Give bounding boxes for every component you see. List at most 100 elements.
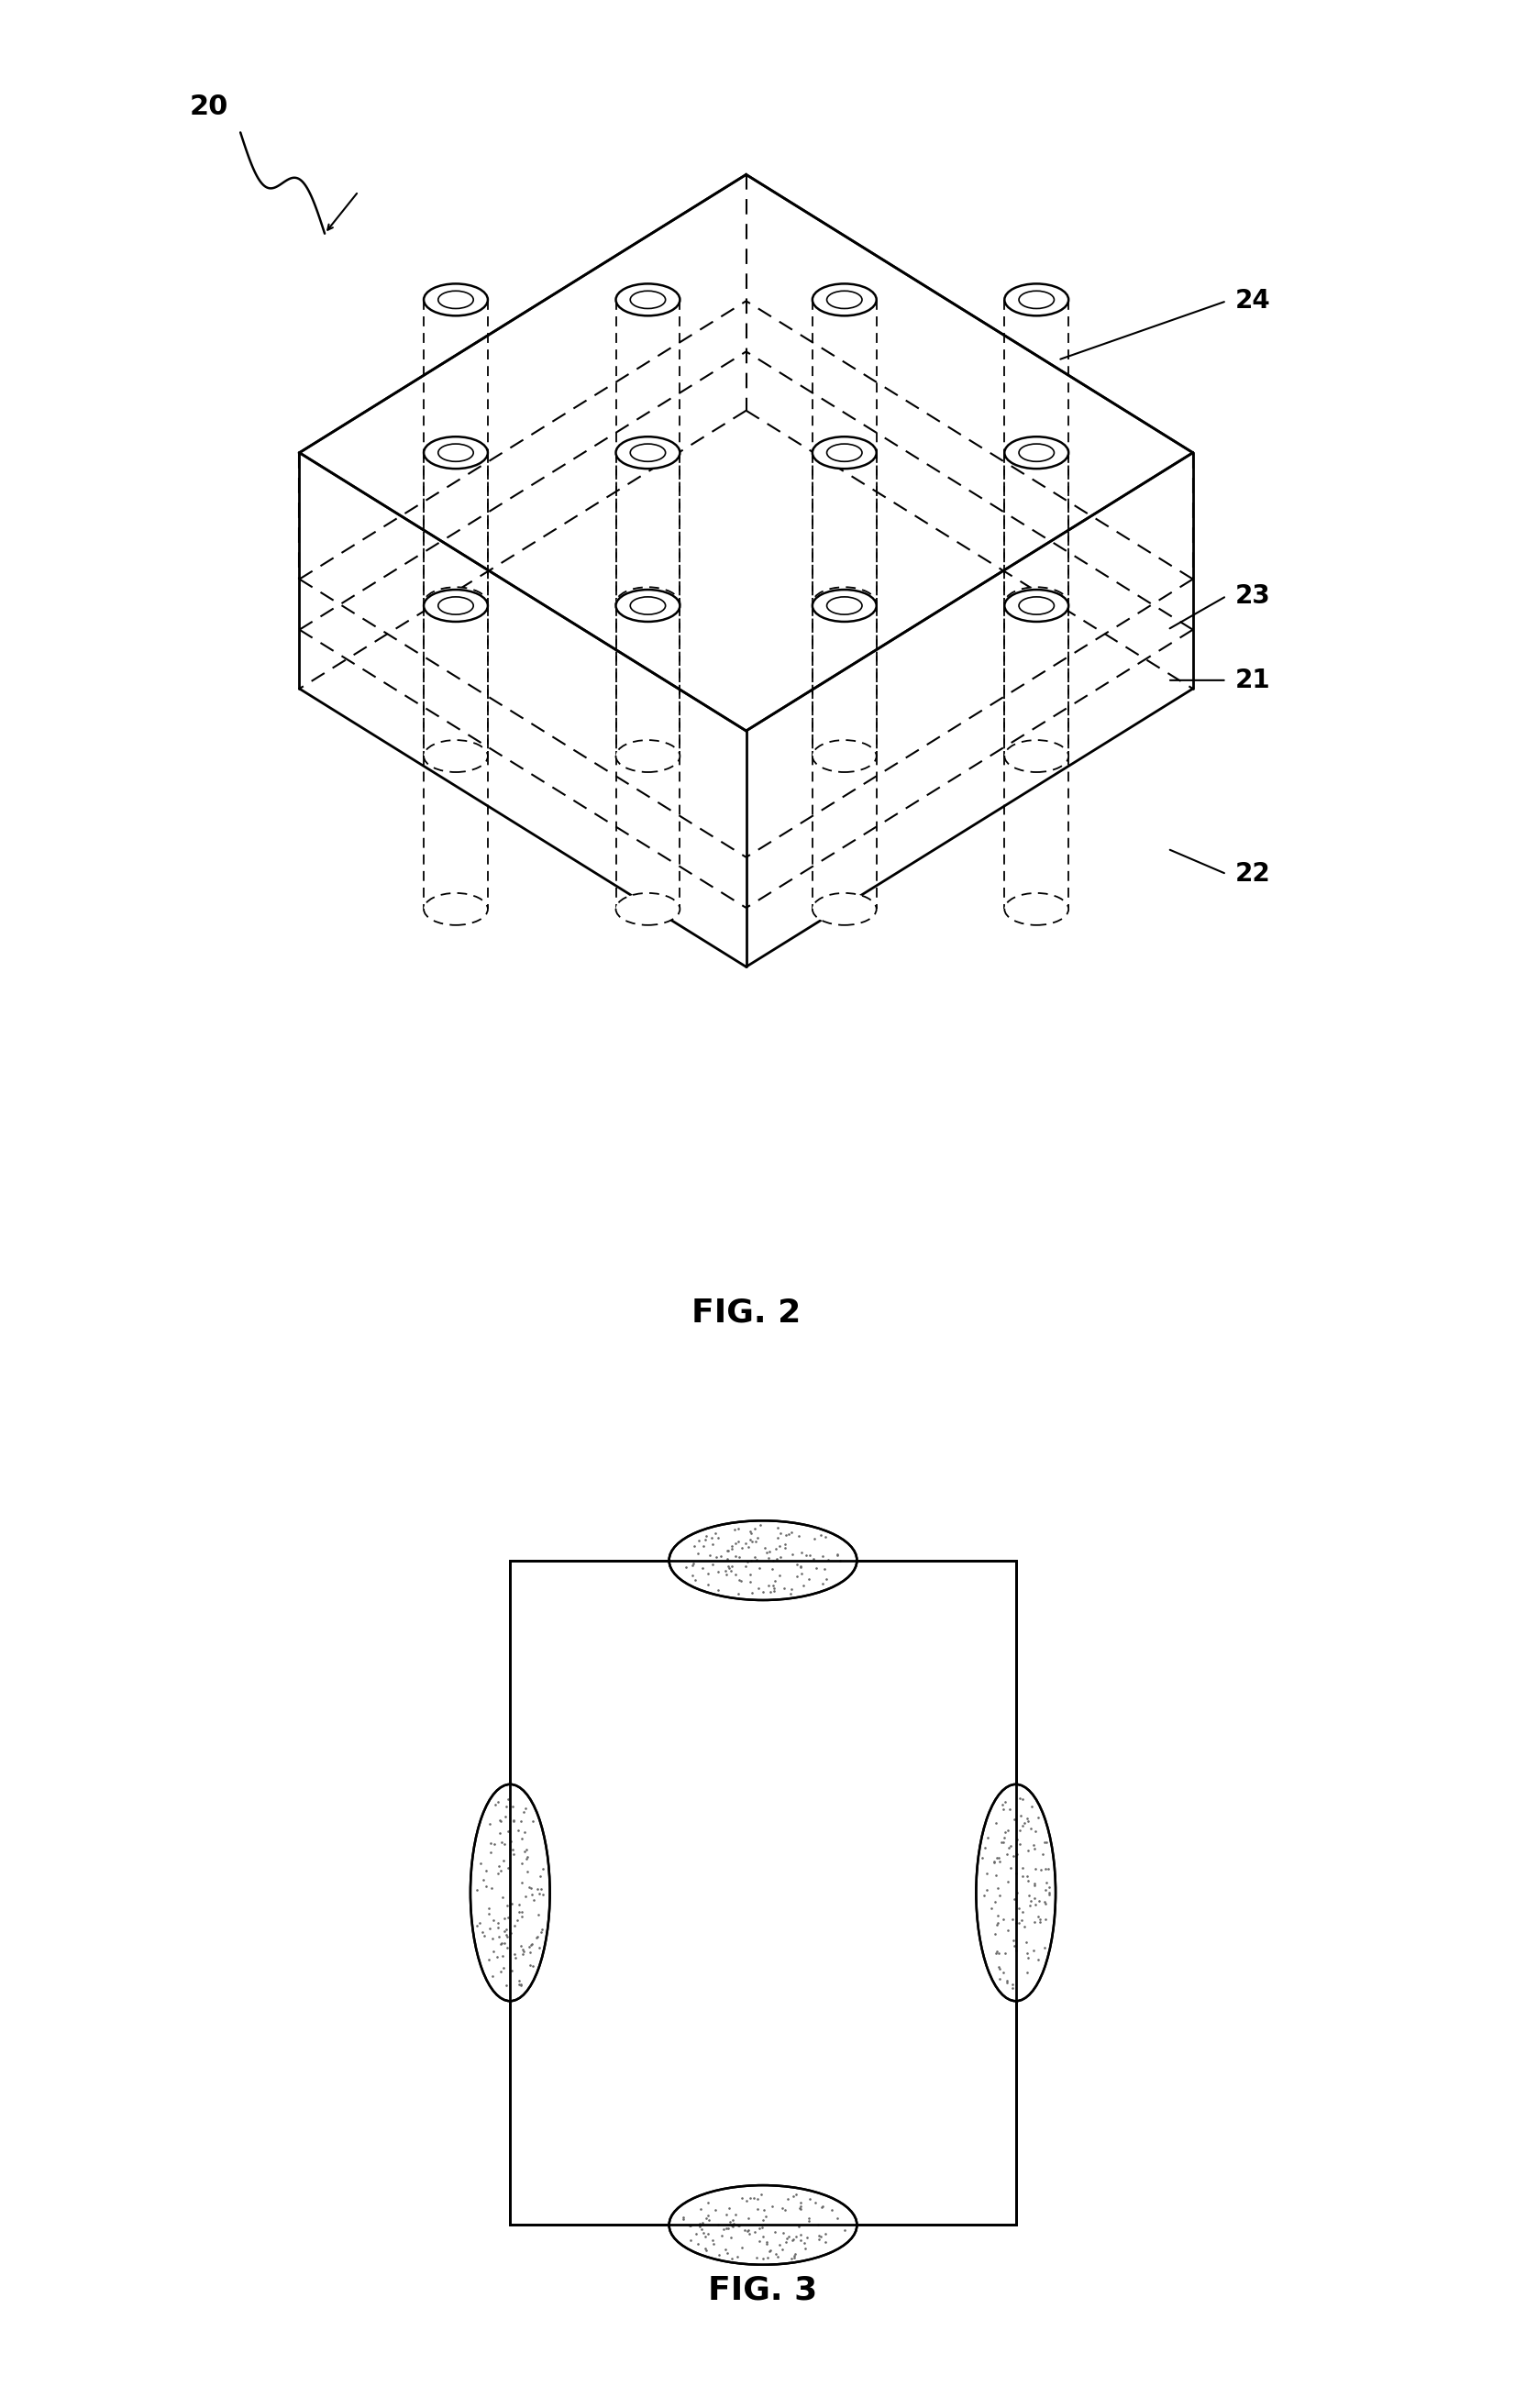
Point: [732, 2211, 757, 2249]
Point: [484, 1784, 508, 1823]
Point: [502, 1907, 526, 1946]
Point: [690, 2203, 714, 2242]
Point: [781, 2220, 806, 2259]
Point: [765, 1539, 789, 1577]
Point: [481, 1958, 505, 1996]
Point: [681, 1556, 705, 1594]
Point: [748, 2223, 772, 2261]
Point: [517, 1946, 542, 1984]
Point: [746, 2191, 771, 2230]
Point: [705, 1519, 729, 1558]
Point: [781, 2177, 806, 2215]
Text: FIG. 2: FIG. 2: [691, 1298, 801, 1327]
Point: [476, 1941, 501, 1979]
Point: [1036, 1873, 1061, 1912]
Point: [723, 1524, 748, 1563]
Point: [763, 1529, 787, 1568]
Point: [819, 2191, 844, 2230]
Point: [787, 2184, 812, 2223]
Point: [1022, 1864, 1047, 1902]
Point: [530, 1910, 554, 1948]
Point: [723, 2196, 748, 2235]
Point: [737, 2215, 761, 2254]
Point: [528, 1857, 552, 1895]
Point: [972, 1876, 996, 1914]
Point: [513, 1876, 537, 1914]
Point: [487, 1917, 511, 1955]
Point: [789, 2215, 813, 2254]
Point: [987, 1842, 1012, 1881]
Point: [990, 1823, 1015, 1861]
Point: [1010, 1806, 1035, 1845]
Point: [729, 1563, 754, 1601]
Point: [995, 1835, 1019, 1873]
Point: [700, 2220, 725, 2259]
Point: [719, 2218, 743, 2256]
Point: [723, 1510, 748, 1548]
Point: [1019, 1787, 1044, 1825]
Point: [494, 1965, 519, 2003]
Point: [995, 1861, 1019, 1900]
Ellipse shape: [1004, 590, 1068, 621]
Point: [714, 2230, 739, 2268]
Point: [984, 1857, 1009, 1895]
Point: [737, 1527, 761, 1565]
Point: [478, 1825, 502, 1864]
Point: [688, 2189, 713, 2227]
Point: [758, 2232, 783, 2271]
Point: [714, 2211, 739, 2249]
Point: [807, 2220, 832, 2259]
Point: [1010, 1849, 1035, 1888]
Point: [737, 2179, 761, 2218]
Point: [757, 1539, 781, 1577]
Ellipse shape: [812, 590, 876, 621]
Point: [691, 2213, 716, 2251]
Point: [986, 1931, 1010, 1970]
Point: [1022, 1811, 1047, 1849]
Point: [1036, 1869, 1061, 1907]
Point: [783, 2235, 807, 2273]
Point: [995, 1963, 1019, 2001]
Point: [472, 1861, 496, 1900]
Point: [813, 2215, 838, 2254]
Point: [990, 1784, 1015, 1823]
Point: [987, 1950, 1012, 1989]
Point: [787, 1548, 812, 1587]
Point: [754, 2223, 778, 2261]
Ellipse shape: [812, 893, 876, 925]
Point: [699, 1519, 723, 1558]
Point: [763, 2213, 787, 2251]
Point: [504, 1938, 528, 1977]
Point: [520, 1948, 545, 1987]
Point: [501, 1787, 525, 1825]
Point: [491, 1948, 516, 1987]
Point: [809, 1515, 833, 1553]
Point: [703, 1515, 728, 1553]
Point: [720, 1529, 745, 1568]
Point: [487, 1847, 511, 1885]
Point: [1018, 1808, 1042, 1847]
Point: [760, 1565, 784, 1604]
Point: [513, 1789, 537, 1828]
Point: [508, 1801, 533, 1840]
Point: [751, 1572, 775, 1611]
Point: [517, 1869, 542, 1907]
Point: [1015, 1934, 1039, 1972]
Point: [685, 2225, 710, 2264]
Point: [812, 1548, 836, 1587]
Point: [496, 1885, 520, 1924]
Point: [697, 2201, 722, 2239]
Point: [768, 2225, 792, 2264]
Point: [806, 2206, 830, 2244]
Point: [501, 1830, 525, 1869]
Ellipse shape: [1004, 284, 1068, 315]
Point: [777, 2179, 801, 2218]
Point: [519, 1876, 543, 1914]
Point: [816, 1541, 841, 1580]
Point: [525, 1869, 549, 1907]
Point: [810, 1536, 835, 1575]
Point: [729, 2179, 754, 2218]
Point: [696, 1553, 720, 1592]
Point: [781, 2237, 806, 2276]
Point: [513, 1813, 537, 1852]
